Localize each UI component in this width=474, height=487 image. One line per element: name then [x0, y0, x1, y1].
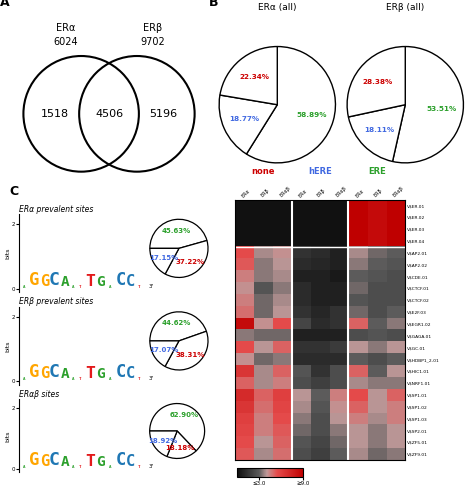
- Title: ERβ (all): ERβ (all): [386, 3, 424, 13]
- Text: 17.15%: 17.15%: [149, 255, 178, 261]
- Text: A: A: [72, 285, 74, 289]
- Text: 18.18%: 18.18%: [166, 445, 195, 451]
- Text: 4506: 4506: [95, 109, 123, 119]
- Text: ERαβ sites: ERαβ sites: [19, 390, 59, 398]
- Text: ERα prevalent sites: ERα prevalent sites: [19, 205, 93, 213]
- Text: 3': 3': [148, 284, 154, 289]
- Text: 18.77%: 18.77%: [229, 116, 259, 123]
- Wedge shape: [150, 248, 179, 274]
- Text: 37.22%: 37.22%: [176, 260, 205, 265]
- Text: T: T: [137, 285, 140, 289]
- Text: G: G: [96, 275, 105, 289]
- Text: C: C: [115, 271, 126, 289]
- Text: A: A: [72, 466, 74, 469]
- Wedge shape: [150, 312, 206, 341]
- Wedge shape: [347, 47, 405, 117]
- Text: 17.07%: 17.07%: [149, 347, 178, 353]
- Text: A: A: [109, 377, 111, 381]
- Text: T: T: [79, 285, 81, 289]
- Wedge shape: [220, 47, 277, 105]
- Text: hERE: hERE: [308, 167, 332, 176]
- Text: 62.90%: 62.90%: [169, 412, 199, 418]
- Wedge shape: [150, 219, 207, 248]
- Text: A: A: [23, 285, 25, 289]
- Text: ERβ prevalent sites: ERβ prevalent sites: [19, 297, 93, 306]
- Text: T: T: [85, 274, 95, 289]
- Text: A: A: [109, 466, 111, 469]
- Text: A: A: [60, 275, 69, 289]
- Text: 3': 3': [148, 376, 154, 381]
- Title: ERα (all): ERα (all): [258, 3, 297, 13]
- Wedge shape: [348, 105, 405, 162]
- Y-axis label: bits: bits: [5, 340, 10, 352]
- Text: A: A: [72, 377, 74, 381]
- Wedge shape: [246, 47, 336, 163]
- Text: A: A: [0, 0, 9, 9]
- Text: C: C: [115, 451, 126, 469]
- Text: 53.51%: 53.51%: [426, 106, 456, 112]
- Text: G: G: [96, 368, 105, 381]
- Text: ERβ: ERβ: [143, 23, 163, 33]
- Text: none: none: [251, 167, 275, 176]
- Wedge shape: [167, 431, 196, 458]
- Text: A: A: [60, 368, 69, 381]
- Text: C: C: [49, 451, 60, 469]
- Text: C: C: [126, 274, 135, 289]
- Text: C: C: [126, 367, 135, 381]
- Text: A: A: [109, 285, 111, 289]
- Text: 18.11%: 18.11%: [365, 127, 395, 133]
- Text: ERE: ERE: [368, 167, 386, 176]
- Text: C: C: [126, 454, 135, 469]
- Text: 44.62%: 44.62%: [161, 320, 191, 326]
- Text: A: A: [60, 455, 69, 469]
- Wedge shape: [150, 431, 177, 456]
- Text: 1518: 1518: [41, 109, 69, 119]
- Text: C: C: [49, 363, 60, 381]
- Text: 3': 3': [148, 464, 154, 469]
- Text: G: G: [40, 274, 49, 289]
- Text: 45.63%: 45.63%: [162, 227, 191, 233]
- Text: G: G: [96, 455, 105, 469]
- Text: 38.31%: 38.31%: [176, 352, 205, 357]
- Text: T: T: [137, 377, 140, 381]
- Y-axis label: bits: bits: [5, 430, 10, 442]
- Text: C: C: [49, 271, 60, 289]
- Wedge shape: [219, 95, 277, 154]
- Text: T: T: [137, 466, 140, 469]
- Text: 6024: 6024: [53, 37, 78, 47]
- Text: G: G: [29, 271, 39, 289]
- Text: 58.89%: 58.89%: [297, 112, 327, 118]
- Text: T: T: [85, 454, 95, 469]
- Text: G: G: [40, 454, 49, 469]
- Text: 22.34%: 22.34%: [239, 74, 269, 80]
- Wedge shape: [165, 241, 208, 278]
- Text: 5196: 5196: [149, 109, 177, 119]
- Wedge shape: [150, 341, 179, 366]
- Text: T: T: [85, 367, 95, 381]
- Text: A: A: [23, 466, 25, 469]
- Text: G: G: [40, 367, 49, 381]
- Wedge shape: [150, 404, 205, 451]
- Text: T: T: [79, 466, 81, 469]
- Y-axis label: bits: bits: [5, 247, 10, 259]
- Wedge shape: [165, 331, 208, 370]
- Text: 9702: 9702: [140, 37, 165, 47]
- Text: 28.38%: 28.38%: [362, 79, 392, 85]
- Text: 18.92%: 18.92%: [148, 437, 178, 444]
- Text: G: G: [29, 363, 39, 381]
- Text: A: A: [23, 377, 25, 381]
- Text: G: G: [29, 451, 39, 469]
- Text: B: B: [209, 0, 218, 9]
- Text: C: C: [115, 363, 126, 381]
- Wedge shape: [392, 47, 464, 163]
- Text: T: T: [79, 377, 81, 381]
- Text: ERα: ERα: [55, 23, 75, 33]
- Text: C: C: [9, 185, 18, 198]
